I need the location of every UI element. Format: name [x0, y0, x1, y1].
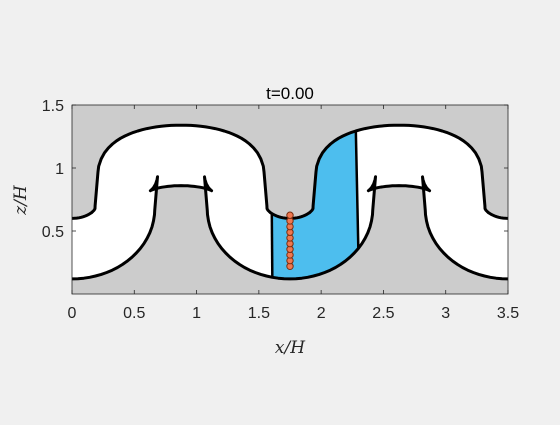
plot-content	[72, 123, 508, 281]
x-tick-label-7: 3.5	[497, 305, 519, 322]
y-tick-label-2: 1.5	[42, 98, 64, 115]
x-axis-label: x/H	[275, 338, 306, 358]
x-tick-label-3: 1.5	[248, 305, 270, 322]
y-axis-label: z/H	[11, 184, 31, 216]
y-tick-label-0: 0.5	[42, 224, 64, 241]
highlight-region	[271, 131, 359, 279]
x-axis: 0 0.5 1 1.5 2 2.5 3 3.5	[68, 105, 519, 322]
x-tick-label-2: 1	[192, 305, 201, 322]
x-tick-label-1: 0.5	[123, 305, 145, 322]
chart-title: t=0.00	[266, 84, 314, 103]
lower-wall	[72, 175, 508, 281]
particle-9	[286, 211, 294, 219]
highlight-right-edge	[354, 130, 360, 249]
x-tick-label-4: 2	[317, 305, 326, 322]
upper-wall	[72, 123, 508, 220]
x-tick-label-6: 3	[441, 305, 450, 322]
y-axis: 0.5 1 1.5	[42, 98, 508, 241]
fluid-channel	[72, 125, 508, 279]
x-tick-label-0: 0	[68, 305, 77, 322]
highlight-left-edge	[270, 213, 274, 278]
plot-border	[71, 104, 509, 295]
y-tick-label-1: 1	[55, 161, 64, 178]
x-tick-label-5: 2.5	[372, 305, 394, 322]
